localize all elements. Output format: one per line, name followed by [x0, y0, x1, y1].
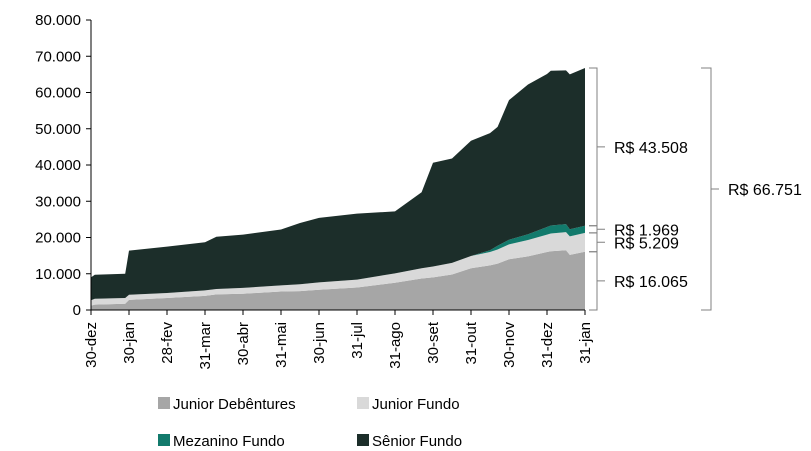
annotation-bracket — [589, 67, 605, 227]
x-tick-label: 30-dez — [83, 322, 100, 368]
legend-label: Junior Debêntures — [173, 396, 296, 413]
y-tick-label: 40.000 — [35, 157, 81, 174]
legend-swatch — [357, 397, 369, 409]
annotation-bracket — [589, 251, 605, 311]
area-junior-fundo — [91, 232, 585, 306]
annotation-label: R$ 16.065 — [614, 274, 688, 291]
y-tick-label: 0 — [73, 302, 81, 319]
y-tick-label: 30.000 — [35, 193, 81, 210]
x-tick-label: 30-jan — [121, 322, 138, 364]
legend-label: Mezanino Fundo — [173, 433, 285, 450]
legend-swatch — [158, 397, 170, 409]
legend-swatch — [357, 434, 369, 446]
area-senior-fundo — [91, 68, 585, 301]
y-tick-label: 20.000 — [35, 230, 81, 247]
area-junior-debentures — [91, 250, 585, 310]
legend-swatch — [158, 434, 170, 446]
axes-group: 0 10.000 20.000 30.000 40.000 50.000 60.000 70.… — [35, 12, 594, 370]
y-tick-label: 80.000 — [35, 12, 81, 29]
annotation-bracket — [589, 225, 605, 234]
annotation-bracket — [589, 232, 605, 253]
annotation-bracket — [701, 67, 719, 311]
x-tick-label: 30-set — [425, 321, 442, 364]
y-tick-label: 60.000 — [35, 85, 81, 102]
y-tick-label: 50.000 — [35, 121, 81, 138]
annotation-label: R$ 1.969 — [614, 222, 679, 239]
x-tick-label: 28-fev — [159, 322, 176, 364]
annotation-label: R$ 66.751 — [728, 182, 802, 199]
x-tick-label: 31-jul — [349, 322, 366, 359]
x-tick-label: 31-dez — [539, 322, 556, 368]
y-tick-label: 70.000 — [35, 48, 81, 65]
x-tick-label: 31-jan — [577, 322, 594, 364]
area-series-group — [91, 68, 585, 310]
area-mezanino-fundo — [91, 224, 585, 301]
annotation-label: R$ 43.508 — [614, 140, 688, 157]
legend-label: Junior Fundo — [372, 396, 460, 413]
x-tick-label: 31-out — [463, 321, 480, 364]
x-tick-label: 30-jun — [311, 322, 328, 364]
legend: Junior Debêntures Junior Fundo Mezanino Fu… — [158, 396, 462, 450]
x-tick-label: 31-mar — [197, 322, 214, 370]
y-tick-label: 10.000 — [35, 266, 81, 283]
legend-label: Sênior Fundo — [372, 433, 462, 450]
x-tick-label: 30-abr — [235, 322, 252, 365]
x-tick-label: 31-mai — [273, 322, 290, 368]
x-tick-label: 31-ago — [387, 322, 404, 369]
annotation-label: R$ 5.209 — [614, 235, 679, 252]
x-tick-label: 30-nov — [501, 322, 518, 368]
